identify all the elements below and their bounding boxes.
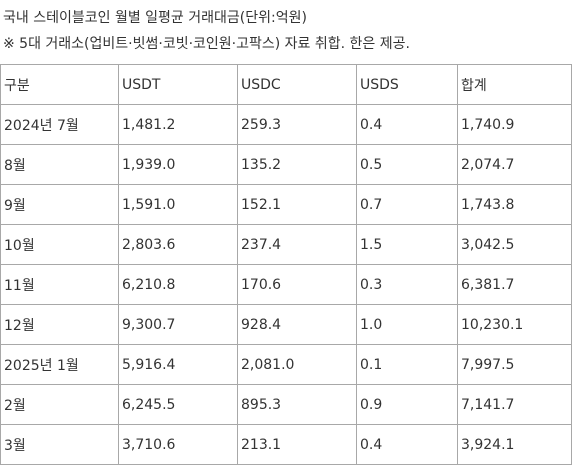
column-header: USDS (356, 64, 458, 105)
title: 국내 스테이블코인 월별 일평균 거래대금(단위:억원) (3, 10, 307, 26)
table-cell: 2월 (0, 384, 119, 425)
table-cell: 12월 (0, 304, 119, 345)
table-cell: 3월 (0, 424, 119, 465)
table-cell: 8월 (0, 144, 119, 185)
column-header: 합계 (457, 64, 572, 105)
table-cell: 9월 (0, 184, 119, 225)
table-row: 2025년 1월 5,916.4 2,081.0 0.1 7,997.5 (0, 344, 572, 385)
table-cell: 6,210.8 (118, 264, 238, 305)
table-cell: 2,081.0 (237, 344, 357, 385)
note: ※ 5대 거래소(업비트·빗썸·코빗·코인원·고팍스) 자료 취합. 한은 제공… (3, 36, 410, 52)
table-cell: 259.3 (237, 104, 357, 145)
table-cell: 2,074.7 (457, 144, 572, 185)
table-cell: 3,924.1 (457, 424, 572, 465)
table-cell: 213.1 (237, 424, 357, 465)
column-header: USDC (237, 64, 357, 105)
table-row: 9월 1,591.0 152.1 0.7 1,743.8 (0, 184, 572, 225)
data-table: 구분 USDT USDC USDS 합계 2024년 7월 1,481.2 259.3 0.4 1… (0, 64, 572, 465)
table-cell: 2024년 7월 (0, 104, 119, 145)
table-cell: 1,481.2 (118, 104, 238, 145)
table-cell: 0.5 (356, 144, 458, 185)
table-cell: 10월 (0, 224, 119, 265)
table-cell: 9,300.7 (118, 304, 238, 345)
table-cell: 0.3 (356, 264, 458, 305)
column-header: 구분 (0, 64, 119, 105)
table-cell: 3,710.6 (118, 424, 238, 465)
table-row: 2월 6,245.5 895.3 0.9 7,141.7 (0, 384, 572, 425)
table-cell: 895.3 (237, 384, 357, 425)
table-cell: 928.4 (237, 304, 357, 345)
table-cell: 1.0 (356, 304, 458, 345)
table-cell: 2025년 1월 (0, 344, 119, 385)
table-cell: 0.9 (356, 384, 458, 425)
table-cell: 10,230.1 (457, 304, 572, 345)
table-cell: 7,141.7 (457, 384, 572, 425)
table-row: 2024년 7월 1,481.2 259.3 0.4 1,740.9 (0, 104, 572, 145)
table-cell: 2,803.6 (118, 224, 238, 265)
table-row: 11월 6,210.8 170.6 0.3 6,381.7 (0, 264, 572, 305)
table-cell: 6,381.7 (457, 264, 572, 305)
table-row: 10월 2,803.6 237.4 1.5 3,042.5 (0, 224, 572, 265)
table-cell: 0.4 (356, 104, 458, 145)
column-header: USDT (118, 64, 238, 105)
table-cell: 0.4 (356, 424, 458, 465)
table-row: 12월 9,300.7 928.4 1.0 10,230.1 (0, 304, 572, 345)
table-cell: 3,042.5 (457, 224, 572, 265)
table-cell: 135.2 (237, 144, 357, 185)
table-cell: 170.6 (237, 264, 357, 305)
header-row: 구분 USDT USDC USDS 합계 (0, 64, 572, 105)
table-row: 3월 3,710.6 213.1 0.4 3,924.1 (0, 424, 572, 465)
table-cell: 1.5 (356, 224, 458, 265)
table-body: 구분 USDT USDC USDS 합계 2024년 7월 1,481.2 259.3 0.4 1… (0, 64, 572, 465)
table-cell: 0.1 (356, 344, 458, 385)
table-cell: 0.7 (356, 184, 458, 225)
table-cell: 1,591.0 (118, 184, 238, 225)
table-cell: 5,916.4 (118, 344, 238, 385)
table-cell: 152.1 (237, 184, 357, 225)
table-cell: 11월 (0, 264, 119, 305)
table-row: 8월 1,939.0 135.2 0.5 2,074.7 (0, 144, 572, 185)
table-cell: 7,997.5 (457, 344, 572, 385)
table-cell: 237.4 (237, 224, 357, 265)
table-cell: 1,743.8 (457, 184, 572, 225)
table-cell: 1,939.0 (118, 144, 238, 185)
table-cell: 6,245.5 (118, 384, 238, 425)
table-cell: 1,740.9 (457, 104, 572, 145)
